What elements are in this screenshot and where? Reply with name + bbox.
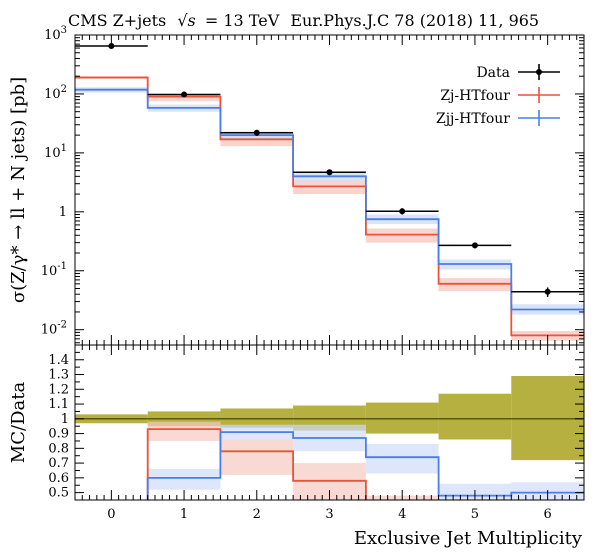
tick-exponent: 3 [61, 25, 67, 36]
ratio-panel: 0.50.60.70.80.911.11.21.31.40 1 2 3 4 5 6 [48, 344, 585, 543]
ratio-ytick-label-2: 0.7 [48, 456, 69, 471]
ratio-zjj-band-1 [147, 469, 221, 490]
main-ytick-label-4: 102 [44, 84, 67, 102]
legend-label-data: Data [476, 65, 510, 81]
x-tick-label-1: 1 [180, 507, 188, 522]
ratio-ytick-label-7: 1.2 [48, 382, 69, 397]
title-reference: Eur.Phys.J.C 78 (2018) 11, 965 [290, 11, 539, 30]
legend-label-zj: Zj-HTfour [440, 88, 510, 104]
ratio-zjj-band-4 [365, 443, 439, 474]
ratio-data-band-4 [365, 402, 439, 434]
ratio-zj-band-1 [147, 421, 221, 441]
ratio-data-band-6 [511, 376, 584, 461]
tick-exponent: -2 [57, 320, 67, 331]
ratio-data-band-5 [438, 393, 512, 440]
data-point-1 [181, 91, 188, 98]
tick-exponent: 1 [61, 143, 67, 154]
ratio-zjj-line [146, 431, 584, 500]
svg-text:CMS Z+jets √s = 13: CMS Z+jets √s = 13 TeV Eur.Phys.J.C 78 (… [68, 11, 539, 30]
x-tick-label-5: 5 [471, 507, 479, 522]
ratio-zjj-band-0 [75, 537, 148, 543]
figure-title: CMS Z+jets √s = 13 TeV Eur.Phys.J.C 78 (… [68, 11, 539, 30]
tick-base: 10 [41, 323, 58, 338]
x-tick-label-4: 4 [398, 507, 406, 522]
tick-exponent: -1 [57, 261, 67, 272]
legend: Data Zj-HTfour Zjj-HTfour [436, 64, 560, 127]
zjj-histogram-line [75, 88, 584, 311]
ratio-data-band-2 [220, 408, 294, 428]
tick-exponent: 2 [61, 84, 67, 95]
data-point-5 [471, 242, 478, 249]
legend-label-zjj: Zjj-HTfour [436, 111, 510, 127]
tick-base: 10 [44, 146, 61, 161]
ratio-ytick-label-1: 0.6 [48, 471, 69, 486]
title-sqrt-s: √s [177, 11, 195, 30]
ratio-zj-line [146, 428, 367, 500]
data-point-4 [399, 208, 406, 215]
ratio-ylabel-text: MC/Data [8, 382, 29, 464]
ratio-ytick-label-5: 1 [61, 412, 69, 427]
main-y-axis-label: σ(Z/γ* → ll + N jets) [pb] [8, 77, 29, 303]
ratio-ytick-label-4: 0.9 [48, 427, 69, 442]
tick-base: 10 [44, 28, 61, 43]
zj-uncertainty-band-4 [365, 228, 439, 243]
main-ytick-label-3: 101 [44, 143, 67, 161]
tick-base: 10 [41, 264, 58, 279]
main-ytick-label-1: 10-1 [41, 261, 67, 279]
x-tick-label-6: 6 [544, 507, 552, 522]
x-tick-label-0: 0 [107, 507, 115, 522]
x-tick-label-3: 3 [325, 507, 333, 522]
main-ytick-label-2: 1 [59, 205, 67, 220]
ratio-ytick-label-0: 0.5 [48, 486, 69, 501]
x-axis-label: Exclusive Jet Multiplicity [354, 528, 583, 549]
ratio-ytick-label-3: 0.8 [48, 441, 69, 456]
main-ylabel-text: σ(Z/γ* → ll + N jets) [pb] [8, 77, 29, 303]
zj-uncertainty-band-1 [147, 94, 221, 102]
ratio-ytick-label-6: 1.1 [48, 397, 69, 412]
title-energy: = 13 TeV [205, 11, 280, 30]
tick-base: 10 [44, 87, 61, 102]
data-point-2 [253, 129, 260, 136]
ratio-ytick-label-9: 1.4 [48, 353, 69, 368]
main-ytick-label-0: 10-2 [41, 320, 67, 338]
main-ytick-label-5: 103 [44, 25, 67, 43]
data-point-0 [108, 43, 115, 50]
x-tick-label-2: 2 [253, 507, 261, 522]
legend-marker-data [536, 69, 542, 75]
data-point-3 [326, 169, 333, 176]
ratio-ytick-label-8: 1.3 [48, 368, 69, 383]
zj-uncertainty-band-2 [220, 136, 294, 147]
ratio-zj-band-2 [220, 439, 294, 475]
ratio-y-axis-label: MC/Data [8, 382, 29, 464]
title-prefix: CMS Z+jets [68, 11, 166, 30]
data-point-6 [544, 288, 551, 295]
zj-histogram-line [75, 76, 584, 337]
